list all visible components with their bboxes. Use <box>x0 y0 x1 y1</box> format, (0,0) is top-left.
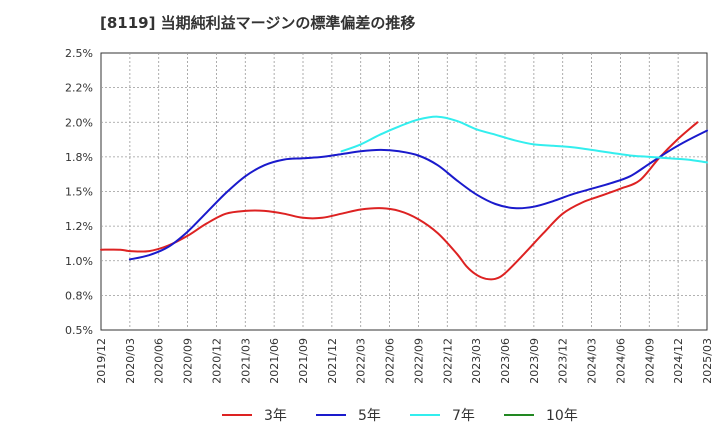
y-tick-label: 2.0% <box>65 116 93 129</box>
x-tick-label: 2023/06 <box>499 338 512 384</box>
x-tick-label: 2020/12 <box>210 338 223 384</box>
series-line-7年 <box>340 115 708 164</box>
series-line-5年 <box>128 129 708 261</box>
x-tick-label: 2023/03 <box>470 338 483 384</box>
x-tick-label: 2023/09 <box>528 338 541 384</box>
series-line-3年 <box>100 121 699 281</box>
grid <box>101 53 707 330</box>
x-tick-label: 2021/03 <box>239 338 252 384</box>
y-tick-label: 2.2% <box>65 82 93 95</box>
legend-label-7年: 7年 <box>452 408 475 424</box>
legend-label-3年: 3年 <box>264 408 287 424</box>
x-tick-label: 2020/06 <box>153 338 166 384</box>
legend-label-5年: 5年 <box>358 408 381 424</box>
x-tick-label: 2019/12 <box>95 338 108 384</box>
x-tick-label: 2021/12 <box>326 338 339 384</box>
x-tick-label: 2022/09 <box>412 338 425 384</box>
x-tick-label: 2024/12 <box>672 338 685 384</box>
x-axis: 2019/12 2020/03 2020/06 2020/09 2020/12 2021/… <box>95 338 714 384</box>
x-tick-label: 2022/03 <box>355 338 368 384</box>
x-tick-label: 2024/09 <box>643 338 656 384</box>
y-tick-label: 1.5% <box>65 186 93 199</box>
x-tick-label: 2024/03 <box>586 338 599 384</box>
plot-area <box>100 52 708 331</box>
x-tick-label: 2022/06 <box>384 338 397 384</box>
x-tick-label: 2021/09 <box>297 338 310 384</box>
legend-label-10年: 10年 <box>546 408 578 424</box>
x-tick-label: 2021/06 <box>268 338 281 384</box>
x-tick-label: 2025/03 <box>701 338 714 384</box>
legend: 3年 5年 7年 10年 <box>222 408 578 424</box>
x-tick-label: 2024/06 <box>614 338 627 384</box>
x-tick-label: 2023/12 <box>557 338 570 384</box>
series-group <box>100 115 708 281</box>
x-tick-label: 2022/12 <box>441 338 454 384</box>
y-tick-label: 1.8% <box>65 151 93 164</box>
x-tick-label: 2020/09 <box>182 338 195 384</box>
y-axis: 0.5% 0.8% 1.0% 1.2% 1.5% 1.8% 2.0% 2.2% 2.5% <box>65 47 93 337</box>
chart-title: [8119] 当期純利益マージンの標準偏差の推移 <box>100 14 415 32</box>
y-tick-label: 1.2% <box>65 220 93 233</box>
y-tick-label: 0.5% <box>65 324 93 337</box>
y-tick-label: 2.5% <box>65 47 93 60</box>
plot-frame <box>100 52 708 331</box>
x-tick-label: 2020/03 <box>124 338 137 384</box>
y-tick-label: 0.8% <box>65 289 93 302</box>
y-tick-label: 1.0% <box>65 255 93 268</box>
